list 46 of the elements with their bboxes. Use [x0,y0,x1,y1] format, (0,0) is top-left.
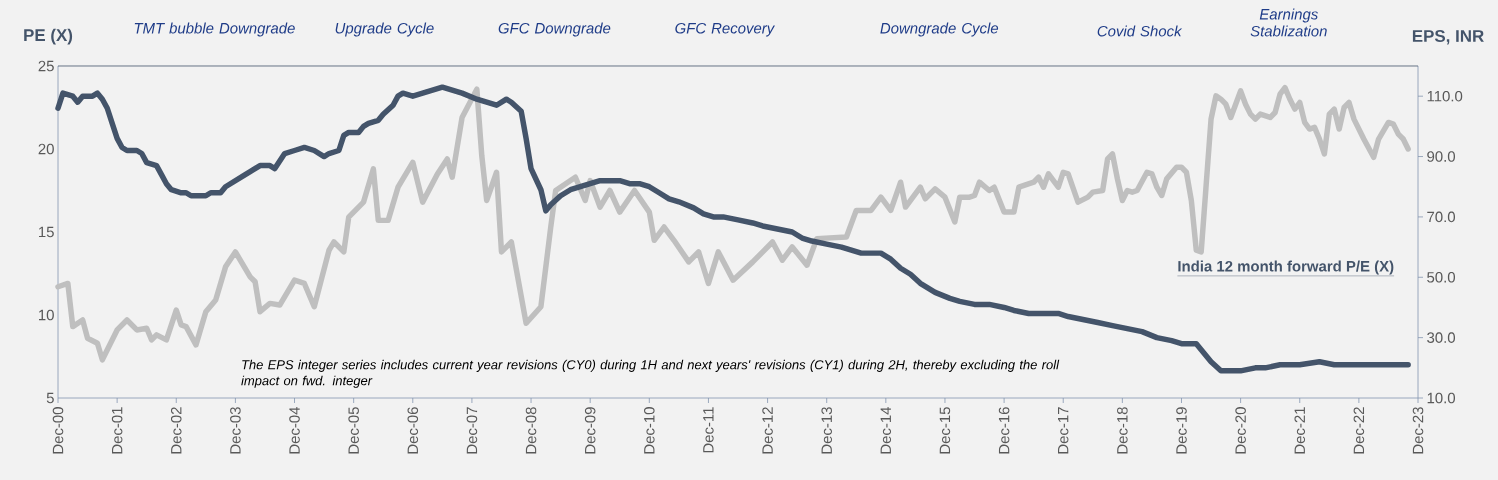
x-tick-label: Dec-04 [289,406,300,454]
x-tick-label: Dec-18 [1117,407,1128,454]
text: Covid Shock [1097,25,1183,37]
x-tick-label: Dec-16 [998,407,1010,454]
x-tick-label: Dec-17 [1058,407,1069,454]
x-tick-label: Dec-15 [939,407,951,454]
y2-tick-label: 70.0 [1427,211,1456,223]
y2-tick-label: 50.0 [1427,271,1456,283]
y-tick-label: 10 [39,309,54,321]
text: GFC Downgrade [498,22,611,37]
x-tick-label: Dec-08 [525,407,537,454]
x-tick-label: Dec-07 [466,407,478,454]
x-tick-label: Dec-03 [230,407,241,454]
text: Downgrade Cycle [880,22,999,37]
x-tick-label: Dec-11 [703,407,714,453]
annotation: The EPS integer series includes current year revisions (CY0) during 1H and next years' revisions (CY1) during 2H, thereby excluding the roll impact on fwd. integer [241,359,1060,388]
y-tick-label: 25 [38,60,54,72]
y2-axis-title: EPS, INR [1412,30,1484,45]
y-axis-title: PE (X) [24,28,73,45]
y-tick-label: 5 [46,392,54,404]
x-tick-label: Dec-19 [1176,407,1187,454]
text: Upgrade Cycle [335,22,434,37]
x-tick-label: Dec-22 [1353,407,1365,454]
text: GFC Recovery [675,22,775,37]
x-tick-label: Dec-00 [52,407,64,454]
y2-tick-label: 30.0 [1427,332,1456,343]
x-tick-label: Dec-13 [821,407,832,454]
x-tick-label: Dec-23 [1412,407,1424,454]
y-tick-label: 20 [38,143,54,155]
x-tick-label: Dec-01 [111,407,123,454]
x-tick-label: Dec-20 [1235,407,1246,454]
y-tick-label: 15 [39,226,54,238]
x-tick-label: Dec-10 [644,407,655,454]
text: TMT bubble Downgrade [134,22,295,37]
x-tick-label: Dec-09 [584,407,596,454]
x-tick-label: Dec-12 [762,407,773,454]
x-tick-label: Dec-14 [880,406,892,454]
x-tick-label: Dec-06 [407,407,419,454]
x-tick-label: Dec-02 [170,407,182,454]
x-tick-label: Dec-21 [1294,407,1306,454]
y2-tick-label: 90.0 [1427,151,1456,162]
text: Earnings Stablization [1250,8,1327,37]
y2-tick-label: 10.0 [1427,392,1456,404]
series-label: India 12 month forward P/E (X) [1178,260,1394,275]
y2-tick-label: 110.0 [1427,90,1463,102]
x-tick-label: Dec-05 [348,407,359,454]
